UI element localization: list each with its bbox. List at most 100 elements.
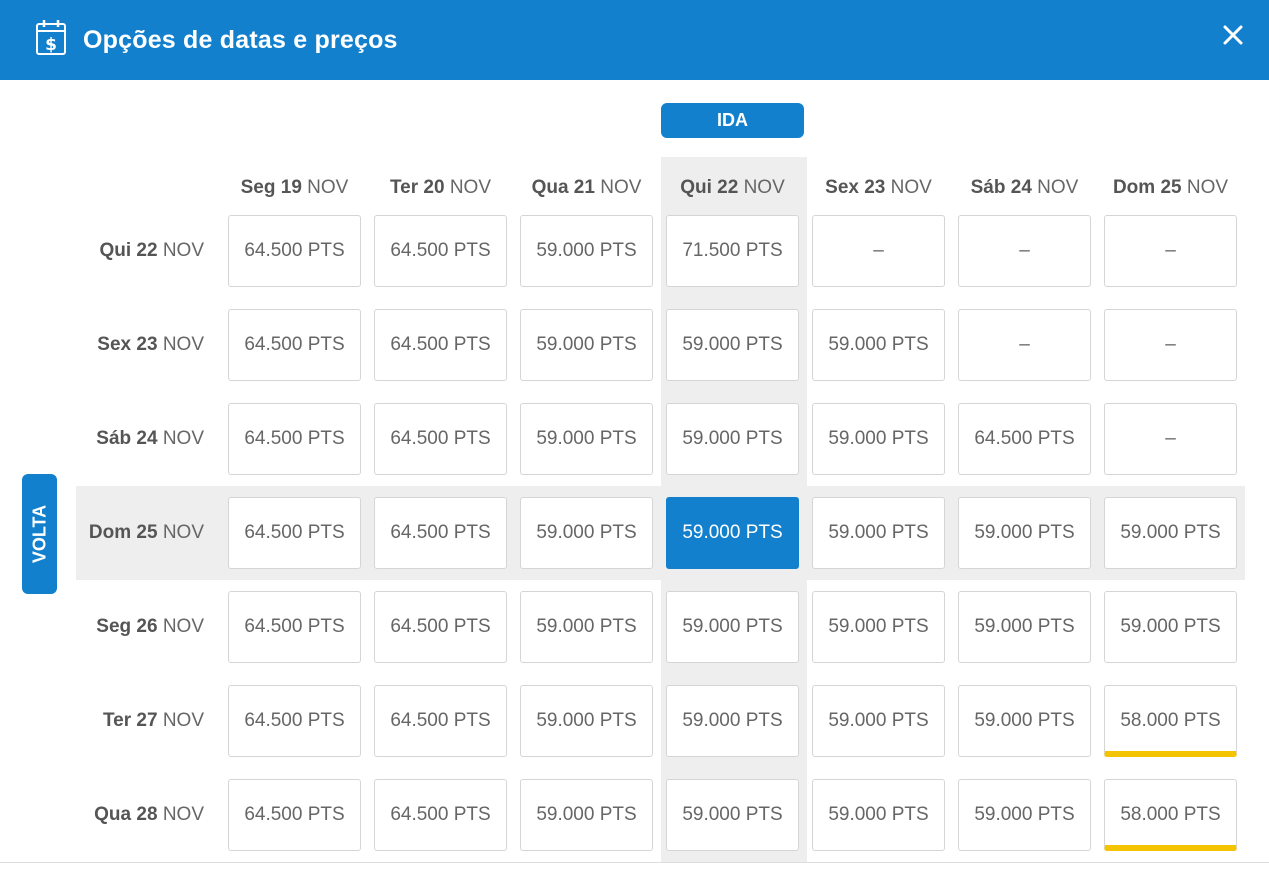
price-cell[interactable]: 64.500 PTS xyxy=(374,779,507,851)
row-header-6: Ter 27 NOV xyxy=(76,709,204,733)
price-cell[interactable]: 64.500 PTS xyxy=(374,403,507,475)
row-header-2: Sex 23 NOV xyxy=(76,333,204,357)
price-cell[interactable]: 64.500 PTS xyxy=(228,685,361,757)
column-month: NOV xyxy=(743,177,785,198)
price-cell[interactable]: 64.500 PTS xyxy=(958,403,1091,475)
row-month: NOV xyxy=(162,522,204,543)
price-cell[interactable]: – xyxy=(1104,403,1237,475)
column-day: Seg 19 xyxy=(240,177,302,198)
column-month: NOV xyxy=(449,177,492,198)
bottom-divider xyxy=(0,862,1269,863)
price-cell[interactable]: – xyxy=(958,309,1091,381)
row-month: NOV xyxy=(162,710,204,731)
dialog-header: $ Opções de datas e preços xyxy=(0,0,1269,80)
row-header-4: Dom 25 NOV xyxy=(76,521,204,545)
price-cell[interactable]: 59.000 PTS xyxy=(666,309,799,381)
column-header-4: Qui 22 NOV xyxy=(658,176,807,200)
row-day: Sáb 24 xyxy=(96,428,158,449)
row-header-5: Seg 26 NOV xyxy=(76,615,204,639)
column-month: NOV xyxy=(890,177,932,198)
price-cell[interactable]: 59.000 PTS xyxy=(958,779,1091,851)
row-month: NOV xyxy=(162,616,204,637)
column-month: NOV xyxy=(1037,177,1079,198)
row-month: NOV xyxy=(162,804,204,825)
close-icon[interactable] xyxy=(1216,18,1250,52)
column-day: Qui 22 xyxy=(680,177,739,198)
price-cell[interactable]: 59.000 PTS xyxy=(520,497,653,569)
price-cell[interactable]: 59.000 PTS xyxy=(812,685,945,757)
calendar-dollar-icon: $ xyxy=(36,20,66,55)
row-day: Seg 26 xyxy=(96,616,158,637)
price-cell[interactable]: 64.500 PTS xyxy=(374,497,507,569)
column-month: NOV xyxy=(600,177,642,198)
price-cell[interactable]: 64.500 PTS xyxy=(374,215,507,287)
column-header-1: Seg 19 NOV xyxy=(220,176,369,200)
price-cell[interactable]: 59.000 PTS xyxy=(520,403,653,475)
price-cell[interactable]: 64.500 PTS xyxy=(228,215,361,287)
price-cell[interactable]: 59.000 PTS xyxy=(1104,591,1237,663)
return-label: VOLTA xyxy=(22,474,57,594)
price-cell[interactable]: 64.500 PTS xyxy=(228,779,361,851)
row-day: Ter 27 xyxy=(102,710,158,731)
price-cell[interactable]: 59.000 PTS xyxy=(666,403,799,475)
column-day: Qua 21 xyxy=(531,177,595,198)
column-day: Sáb 24 xyxy=(970,177,1032,198)
row-day: Dom 25 xyxy=(88,522,158,543)
row-header-7: Qua 28 NOV xyxy=(76,803,204,827)
svg-text:$: $ xyxy=(45,35,57,55)
price-cell[interactable]: 59.000 PTS xyxy=(812,403,945,475)
row-month: NOV xyxy=(162,428,204,449)
price-cell[interactable]: – xyxy=(1104,215,1237,287)
column-header-6: Sáb 24 NOV xyxy=(950,176,1099,200)
price-cell[interactable]: 58.000 PTS xyxy=(1104,685,1237,757)
price-cell[interactable]: 59.000 PTS xyxy=(812,591,945,663)
price-cell[interactable]: 59.000 PTS xyxy=(520,685,653,757)
column-month: NOV xyxy=(1186,177,1229,198)
price-cell[interactable]: 59.000 PTS xyxy=(812,497,945,569)
price-cell[interactable]: 64.500 PTS xyxy=(228,403,361,475)
price-cell[interactable]: 71.500 PTS xyxy=(666,215,799,287)
row-month: NOV xyxy=(162,334,204,355)
price-cell[interactable]: 64.500 PTS xyxy=(374,685,507,757)
price-cell[interactable]: 59.000 PTS xyxy=(666,779,799,851)
price-cell[interactable]: 59.000 PTS xyxy=(1104,497,1237,569)
price-cell[interactable]: 58.000 PTS xyxy=(1104,779,1237,851)
price-cell[interactable]: – xyxy=(958,215,1091,287)
price-cell[interactable]: 59.000 PTS xyxy=(666,497,799,569)
column-header-3: Qua 21 NOV xyxy=(512,176,661,200)
row-day: Qui 22 xyxy=(99,240,158,261)
row-day: Qua 28 xyxy=(94,804,158,825)
price-cell[interactable]: 59.000 PTS xyxy=(520,779,653,851)
price-cell[interactable]: 59.000 PTS xyxy=(958,497,1091,569)
price-cell[interactable]: 64.500 PTS xyxy=(228,497,361,569)
row-header-1: Qui 22 NOV xyxy=(76,239,204,263)
price-cell[interactable]: 64.500 PTS xyxy=(374,309,507,381)
column-month: NOV xyxy=(307,177,349,198)
price-cell[interactable]: 59.000 PTS xyxy=(666,591,799,663)
column-header-7: Dom 25 NOV xyxy=(1096,176,1245,200)
price-cell[interactable]: 64.500 PTS xyxy=(228,309,361,381)
column-day: Ter 20 xyxy=(389,177,445,198)
column-day: Sex 23 xyxy=(825,177,886,198)
price-cell[interactable]: 59.000 PTS xyxy=(958,685,1091,757)
price-cell[interactable]: 59.000 PTS xyxy=(520,309,653,381)
price-cell[interactable]: 59.000 PTS xyxy=(520,591,653,663)
outbound-label: IDA xyxy=(661,103,804,138)
price-cell[interactable]: – xyxy=(812,215,945,287)
column-header-5: Sex 23 NOV xyxy=(804,176,953,200)
row-header-3: Sáb 24 NOV xyxy=(76,427,204,451)
price-cell[interactable]: 64.500 PTS xyxy=(228,591,361,663)
price-cell[interactable]: 59.000 PTS xyxy=(666,685,799,757)
price-cell[interactable]: 59.000 PTS xyxy=(812,779,945,851)
price-cell[interactable]: 59.000 PTS xyxy=(958,591,1091,663)
price-cell[interactable]: – xyxy=(1104,309,1237,381)
price-cell[interactable]: 59.000 PTS xyxy=(520,215,653,287)
column-day: Dom 25 xyxy=(1112,177,1182,198)
price-cell[interactable]: 64.500 PTS xyxy=(374,591,507,663)
dialog-title: Opções de datas e preços xyxy=(83,26,398,54)
price-cell[interactable]: 59.000 PTS xyxy=(812,309,945,381)
row-month: NOV xyxy=(162,240,204,261)
row-day: Sex 23 xyxy=(97,334,158,355)
return-label-text: VOLTA xyxy=(29,504,49,564)
column-header-2: Ter 20 NOV xyxy=(366,176,515,200)
